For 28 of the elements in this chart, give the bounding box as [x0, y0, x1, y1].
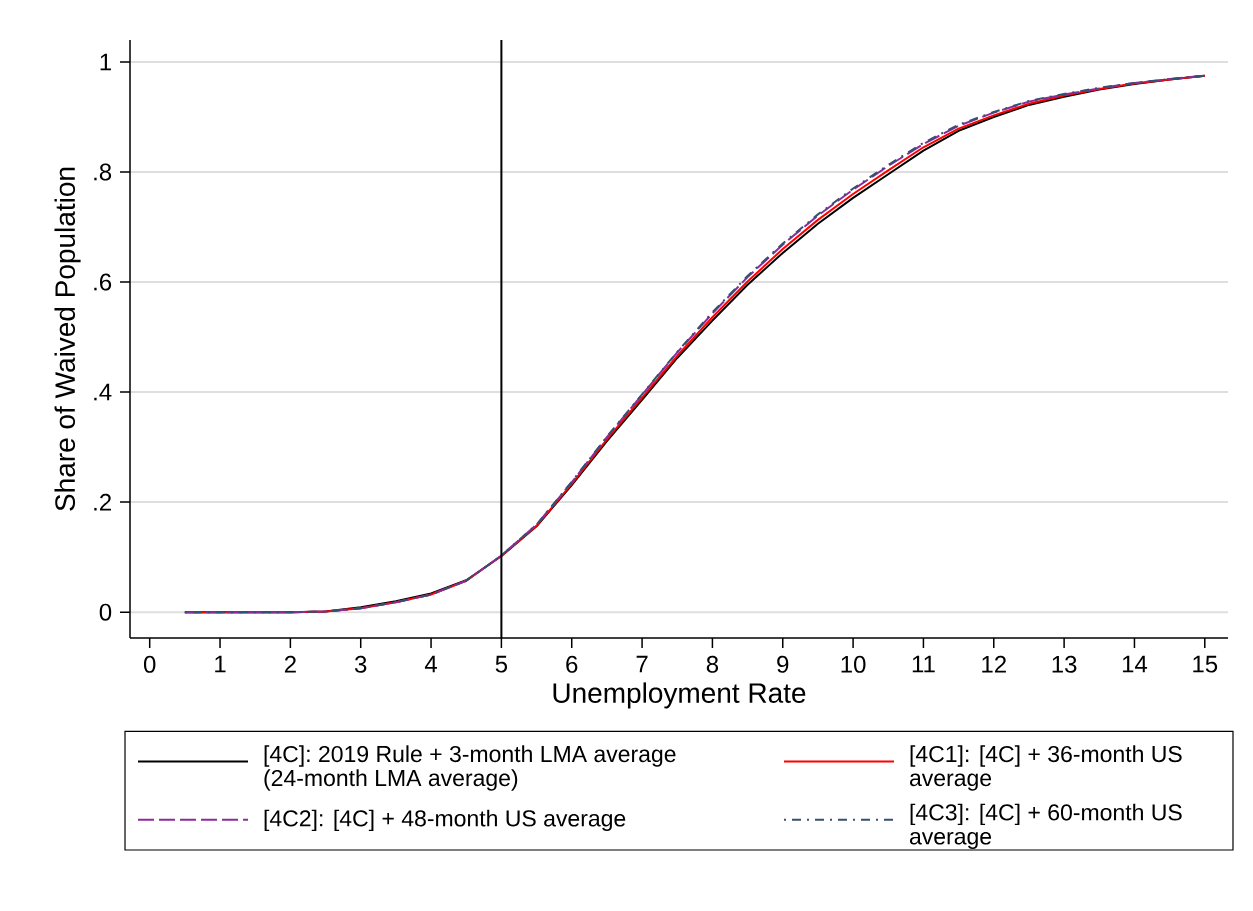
- legend-label: [4C2]: [4C] + 48-month US average: [264, 809, 626, 832]
- x-axis-title: Unemployment Rate: [553, 682, 806, 709]
- x-tick-label: 1: [215, 655, 226, 673]
- y-tick-label: 0: [99, 603, 112, 621]
- y-tick-label: 1: [100, 53, 111, 71]
- x-tick-label: 4: [424, 655, 438, 673]
- x-tick-label: 10: [841, 655, 866, 673]
- x-tick-label: 13: [1052, 655, 1077, 673]
- y-axis-title: Share of Waived Population: [54, 167, 81, 511]
- x-tick-label: 5: [495, 655, 508, 673]
- x-tick-label: 3: [354, 655, 367, 673]
- x-tick-label: 14: [1122, 655, 1148, 673]
- legend-label: [4C1]: [4C] + 36-month US average: [909, 745, 1182, 791]
- x-tick-label: 9: [777, 655, 789, 673]
- y-tick-label: .4: [94, 383, 112, 401]
- x-tick-label: 12: [982, 655, 1006, 673]
- x-tick-label: 8: [706, 655, 719, 673]
- x-tick-label: 0: [143, 655, 156, 673]
- legend-label: [4C3]: [4C] + 60-month US average: [909, 803, 1182, 850]
- x-tick-label: 7: [636, 655, 648, 673]
- x-tick-label: 15: [1193, 655, 1218, 673]
- legend-label: [4C]: 2019 Rule + 3-month LMA average (24-month LMA average): [264, 745, 676, 791]
- y-tick-label: .8: [94, 163, 112, 181]
- y-tick-label: .2: [94, 493, 111, 511]
- y-tick-label: .6: [94, 273, 112, 291]
- x-tick-label: 2: [284, 655, 296, 673]
- x-tick-label: 11: [912, 655, 935, 673]
- x-tick-label: 6: [566, 655, 578, 673]
